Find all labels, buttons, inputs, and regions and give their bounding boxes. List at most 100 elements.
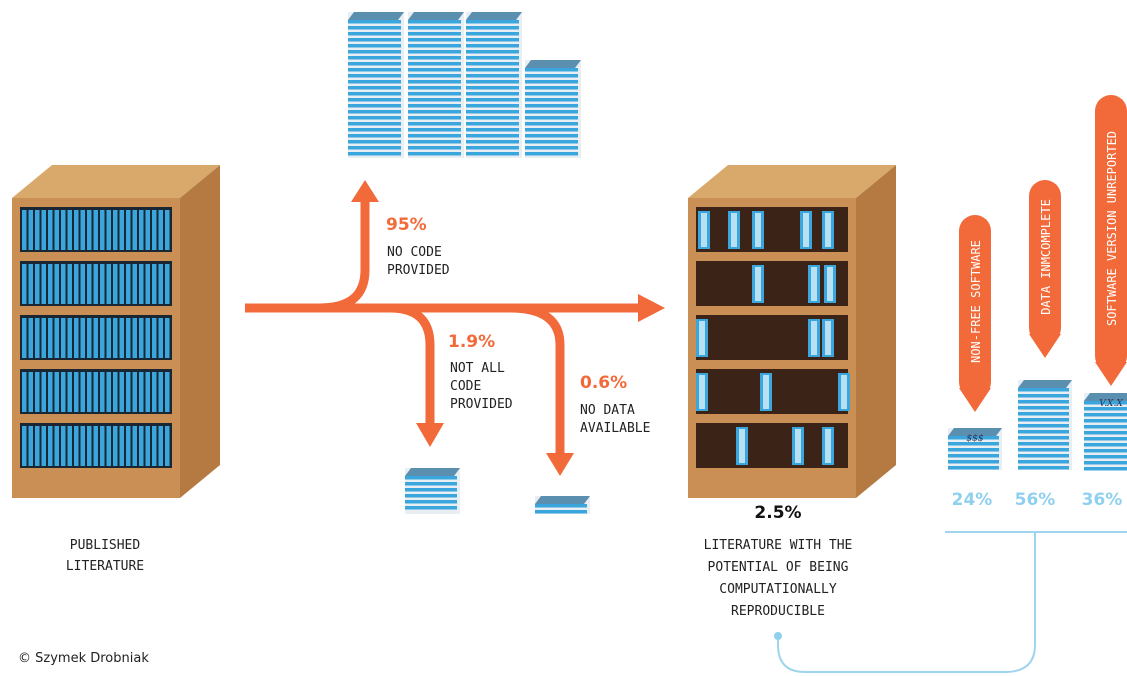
paper-stripe: [466, 146, 519, 150]
paper-stripe: [525, 98, 578, 102]
paper-stripe: [1084, 401, 1127, 405]
paper-stripe: [405, 506, 457, 510]
paper-stripe: [525, 68, 578, 72]
stack-top: [348, 12, 404, 20]
stack-top: [948, 428, 1002, 436]
book-page: [825, 321, 831, 355]
book-spine: [28, 264, 33, 304]
paper-stripe: [466, 152, 519, 156]
paper-stripe: [1018, 436, 1069, 440]
paper-stripe: [525, 122, 578, 126]
flow-arrow: [319, 200, 370, 313]
paper-stripe: [408, 104, 461, 108]
paper-stripe: [525, 152, 578, 156]
paper-stripe: [405, 482, 457, 486]
paper-stripe: [348, 86, 401, 90]
book-spine: [22, 318, 27, 358]
flow-label: PROVIDED: [387, 263, 450, 278]
paper-stripe: [525, 86, 578, 90]
paper-stripe: [466, 44, 519, 48]
book-spine: [158, 210, 163, 250]
stack-top: [525, 60, 581, 68]
paper-stripe: [525, 134, 578, 138]
paper-stripe: [348, 140, 401, 144]
paper-stripe: [466, 98, 519, 102]
book-page: [825, 213, 831, 247]
paper-stripe: [466, 92, 519, 96]
book-spine: [22, 210, 27, 250]
book-spine: [158, 426, 163, 466]
book-page: [803, 213, 809, 247]
issue-label: SOFTWARE VERSION UNREPORTED: [1105, 131, 1119, 326]
shelf-side: [856, 165, 896, 498]
book-page: [795, 429, 801, 463]
book-spine: [158, 318, 163, 358]
reproducible-label: LITERATURE WITH THE: [704, 538, 853, 553]
paper-stripe: [348, 44, 401, 48]
flow-percent: 1.9%: [448, 332, 495, 352]
book-spine: [74, 426, 79, 466]
book-spine: [126, 426, 131, 466]
book-spine: [35, 372, 40, 412]
issue-label: NON-FREE SOFTWARE: [969, 240, 983, 363]
paper-stripe: [408, 62, 461, 66]
paper-stripe: [1018, 448, 1069, 452]
credit: © Szymek Drobniak: [18, 651, 149, 666]
paper-stripe: [408, 140, 461, 144]
paper-stripe: [348, 32, 401, 36]
book-spine: [48, 426, 53, 466]
stack-top: [1084, 393, 1127, 401]
book-spine: [139, 426, 144, 466]
artwork: NON-FREE SOFTWARE $$$ 24% DATA INMCOMPLETE 5…: [12, 12, 1127, 673]
paper-stripe: [525, 116, 578, 120]
paper-stripe: [348, 104, 401, 108]
book-spine: [106, 372, 111, 412]
book-spine: [152, 210, 157, 250]
stack-top: [405, 468, 460, 476]
book-spine: [158, 264, 163, 304]
book-spine: [165, 210, 170, 250]
book-spine: [22, 426, 27, 466]
paper-stripe: [348, 128, 401, 132]
book-spine: [67, 318, 72, 358]
paper-stripe: [525, 128, 578, 132]
paper-stripe: [348, 20, 401, 24]
book-page: [811, 321, 817, 355]
paper-stripe: [1018, 460, 1069, 464]
flow-percent: 0.6%: [580, 373, 627, 393]
reproducible-label: COMPUTATIONALLY: [719, 582, 837, 597]
paper-stripe: [408, 110, 461, 114]
paper-stripe: [1084, 449, 1127, 453]
book-spine: [132, 372, 137, 412]
book-spine: [35, 210, 40, 250]
paper-stripe: [408, 128, 461, 132]
paper-stripe: [348, 110, 401, 114]
book-spine: [145, 210, 150, 250]
paper-stripe: [348, 38, 401, 42]
book-spine: [139, 318, 144, 358]
book-spine: [93, 426, 98, 466]
paper-stripe: [408, 122, 461, 126]
paper-stripe: [1018, 442, 1069, 446]
paper-stripe: [466, 116, 519, 120]
paper-stripe: [408, 116, 461, 120]
stack-top: [466, 12, 522, 20]
book-spine: [145, 372, 150, 412]
paper-stripe: [535, 510, 587, 514]
book-spine: [165, 426, 170, 466]
book-spine: [126, 372, 131, 412]
book-page: [755, 213, 761, 247]
book-spine: [61, 372, 66, 412]
paper-stripe: [408, 44, 461, 48]
book-spine: [74, 372, 79, 412]
paper-stripe: [1084, 461, 1127, 465]
paper-stripe: [525, 74, 578, 78]
paper-stripe: [1084, 443, 1127, 447]
arrow-head: [416, 423, 444, 447]
book-page: [827, 267, 833, 301]
paper-stripe: [1018, 454, 1069, 458]
paper-stripe: [948, 466, 999, 470]
paper-stripe: [1018, 400, 1069, 404]
paper-stripe: [348, 74, 401, 78]
